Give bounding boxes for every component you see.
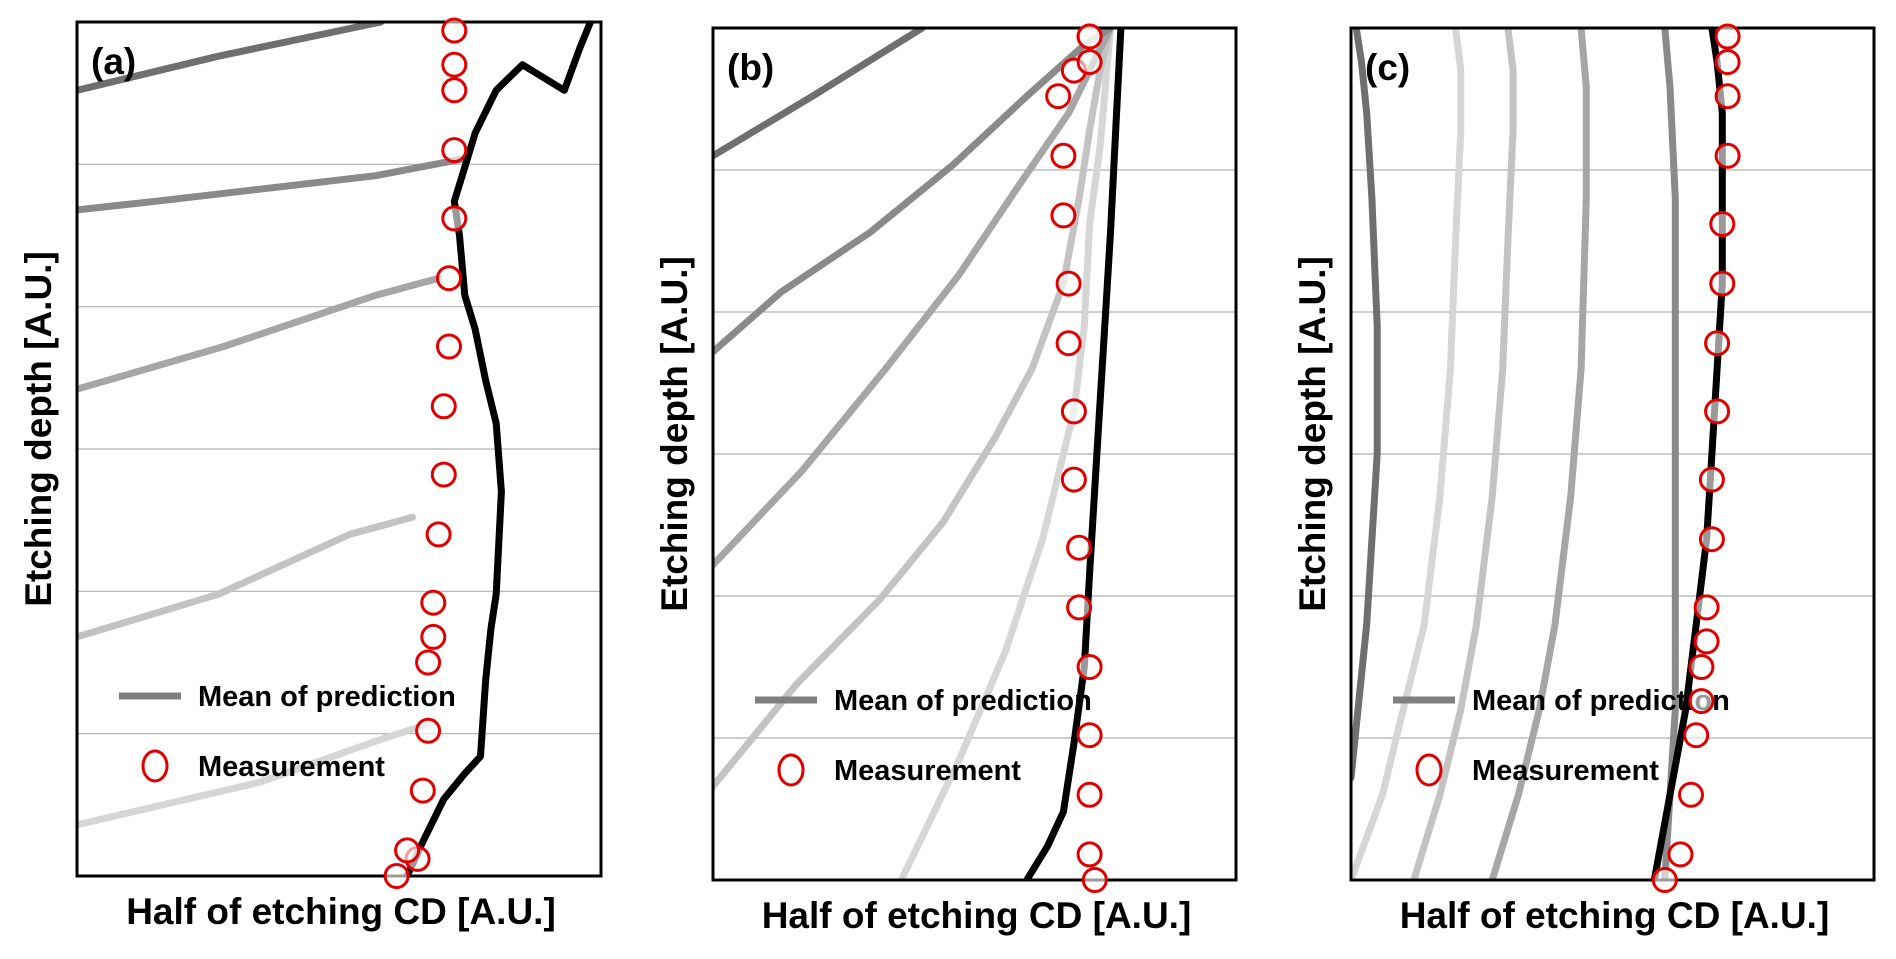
sample-prediction-line: [1351, 28, 1381, 782]
measurement-marker: [1076, 841, 1103, 868]
measurement-marker: [1693, 628, 1720, 655]
legend-mean-label: Mean of prediction: [834, 685, 1092, 717]
measurement-marker: [436, 333, 462, 360]
plot-frame: [75, 20, 603, 878]
measurement-marker: [430, 393, 457, 420]
measurement-marker: [1688, 688, 1715, 715]
sample-prediction-line: [713, 28, 1114, 790]
measurement-marker: [383, 863, 410, 889]
sample-prediction-line: [713, 28, 926, 160]
legend-measurement-label: Measurement: [1472, 755, 1659, 787]
measurement-marker: [1060, 466, 1087, 493]
measurement-marker: [1693, 594, 1720, 621]
legend-measurement-swatch: [141, 749, 169, 783]
sample-prediction-line: [77, 718, 437, 829]
panel-label: (b): [727, 47, 774, 88]
measurement-marker: [1667, 841, 1694, 868]
x-axis-label: Half of etching CD [A.U.]: [1400, 895, 1830, 936]
sample-prediction-line: [77, 155, 469, 214]
measurement-marker: [1076, 23, 1103, 50]
measurement-marker: [1066, 594, 1093, 621]
measurement-marker: [1678, 781, 1704, 808]
plot-area: [713, 28, 1125, 880]
measurement-marker: [1060, 398, 1087, 425]
panel-1: Mean of prediction Measurement (a) Half of …: [18, 17, 603, 932]
measurement-marker: [1688, 654, 1715, 680]
mean-prediction-line: [403, 22, 594, 876]
panel-3: Mean of prediction Measurement (c) Half of …: [1292, 23, 1876, 936]
measurement-marker: [1709, 211, 1736, 237]
x-axis-label: Half of etching CD [A.U.]: [762, 895, 1192, 936]
legend-mean-label: Mean of prediction: [198, 681, 456, 713]
measurement-marker: [1066, 534, 1093, 561]
measurement-marker: [1076, 654, 1103, 680]
panel-label: (c): [1365, 47, 1410, 88]
sample-prediction-line: [77, 22, 385, 94]
panel-2: Mean of prediction Measurement (b) Half of …: [654, 23, 1238, 936]
sample-prediction-line: [713, 28, 1114, 569]
measurement-marker: [1050, 202, 1077, 229]
measurement-marker: [441, 205, 468, 232]
sample-prediction-line: [77, 513, 416, 641]
sample-prediction-line: [1351, 28, 1465, 880]
measurement-marker: [1714, 49, 1741, 76]
measurement-marker: [420, 623, 447, 650]
measurement-marker: [441, 137, 468, 164]
measurement-marker: [1651, 867, 1678, 893]
measurement-marker: [1714, 83, 1741, 110]
y-axis-label: Etching depth [A.U.]: [654, 256, 695, 612]
measurement-marker: [409, 777, 436, 804]
sample-prediction-line: [77, 274, 443, 393]
measurement-marker: [1704, 330, 1731, 357]
legend-measurement-swatch: [1415, 753, 1443, 787]
measurement-marker: [415, 649, 442, 676]
measurement-marker: [1076, 781, 1103, 808]
plot-frame: [1349, 26, 1876, 882]
y-axis-label: Etching depth [A.U.]: [1292, 256, 1333, 612]
measurement-marker: [1709, 270, 1736, 297]
sample-prediction-line: [897, 28, 1114, 880]
sample-prediction-line: [1410, 28, 1517, 880]
measurement-marker: [1076, 722, 1103, 749]
measurement-marker: [441, 17, 468, 44]
measurement-marker: [415, 717, 442, 744]
measurement-marker: [430, 461, 457, 488]
measurement-marker: [1714, 142, 1741, 169]
measurement-marker: [1050, 142, 1077, 169]
measurement-marker: [1698, 466, 1725, 493]
legend-measurement-label: Measurement: [198, 751, 385, 783]
plot-area: [77, 22, 594, 876]
legend-measurement-swatch: [777, 753, 805, 787]
measurement-marker: [420, 589, 447, 616]
measurement-marker: [441, 77, 468, 104]
measurement-marker: [1683, 722, 1710, 749]
plot-frame: [711, 26, 1238, 882]
x-axis-label: Half of etching CD [A.U.]: [126, 891, 556, 932]
sample-prediction-line: [1488, 28, 1590, 880]
measurement-marker: [441, 51, 468, 78]
measurement-marker: [1704, 398, 1731, 425]
measurement-marker: [1698, 526, 1725, 553]
measurement-marker: [1076, 49, 1103, 76]
measurement-marker: [1081, 867, 1108, 893]
measurement-marker: [394, 837, 421, 864]
measurement-marker: [436, 265, 462, 292]
measurement-marker: [425, 521, 452, 548]
legend-mean-label: Mean of prediction: [1472, 685, 1730, 717]
mean-prediction-line: [1023, 28, 1125, 880]
legend-measurement-label: Measurement: [834, 755, 1021, 787]
measurement-marker: [1714, 23, 1741, 50]
panel-label: (a): [91, 41, 136, 82]
measurement-marker: [1045, 83, 1072, 110]
measurement-marker: [1055, 330, 1082, 357]
measurement-marker: [1055, 270, 1082, 297]
y-axis-label: Etching depth [A.U.]: [18, 251, 59, 607]
